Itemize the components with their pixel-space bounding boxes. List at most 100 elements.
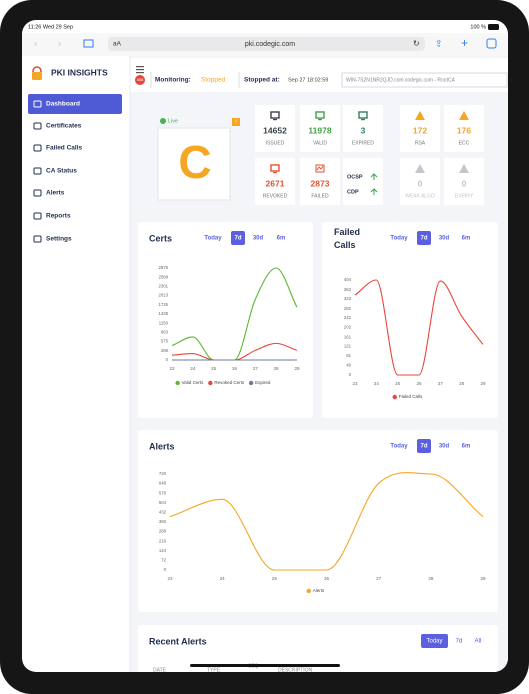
y-tick-label: 0 [166,357,169,362]
badge-count: 458 [137,77,144,82]
chart-card [322,222,498,418]
range-button[interactable]: 6m [462,236,471,242]
stat-value: 0 [462,178,467,188]
url-field[interactable] [108,37,425,51]
chart-title-box: Failed Calls [334,227,360,250]
range-button[interactable]: 6m [462,444,471,450]
battery-icon [488,24,499,30]
stat-icon [318,119,322,121]
range-button[interactable]: Today [426,639,442,645]
y-tick-label: 72 [161,558,166,563]
nav-icon [33,212,42,220]
range-button[interactable]: 7d [420,236,427,242]
button-bg[interactable] [417,231,431,245]
status-battery: 100 % [470,24,486,30]
legend-item[interactable]: Revoked Certs [208,380,245,386]
brand: PKI INSIGHTS [51,67,108,77]
menu-icon [136,69,144,71]
stat-icon [316,165,324,171]
series-line [169,472,484,571]
nav-item[interactable]: Failed Calls [46,145,83,152]
y-tick-label: 648 [159,481,167,486]
range-button[interactable]: 30d [439,444,450,450]
range-button[interactable]: 7d [456,639,463,645]
stat-label: FAILED [311,193,329,199]
y-tick-label: 360 [159,519,167,524]
screen-content: ‹ › ↻ ⇪ + 11:26 Wed 29 Sep 100 % aA pki.… [22,24,508,672]
nav-item[interactable]: Certificates [46,123,82,130]
y-tick-label: 0 [164,567,167,572]
new-tab-button[interactable]: + [461,36,468,50]
legend-swatch [175,380,180,386]
badge[interactable] [135,75,145,85]
monitoring-label: Monitoring: [155,77,191,84]
x-tick-label: 23 [352,381,358,386]
button-bg[interactable] [417,439,431,453]
range-button[interactable]: 30d [253,236,264,242]
reload-button[interactable]: ↻ [413,39,420,48]
y-tick-label: 575 [161,339,169,344]
range-button[interactable]: Today [204,236,222,242]
recent-alerts-title: Recent Alerts [149,636,207,646]
y-tick-label: 282 [344,306,352,311]
alert-flag[interactable] [232,118,240,126]
range-button[interactable]: Today [390,444,408,450]
tabs-button[interactable] [486,38,497,49]
stat-value: 14652 [263,125,287,135]
stat-label: EXPIRED [352,140,374,146]
legend-swatch [248,380,254,386]
y-tick-label: 288 [159,529,167,534]
range-button[interactable]: 30d [439,236,450,242]
series-line [354,279,484,376]
bookmarks-button[interactable] [83,39,94,48]
stat-label: VALID [313,140,327,146]
range-button[interactable]: 7d [234,236,241,242]
x-tick-label: 25 [272,576,278,581]
x-tick-label: 23 [167,576,173,581]
y-tick-label: 161 [344,334,352,339]
nav-item[interactable]: Reports [46,213,71,220]
x-tick-label: 29 [480,576,486,581]
x-tick-label: 26 [232,366,238,371]
range-button[interactable]: Today [390,236,408,242]
x-tick-label: 23 [169,366,175,371]
menu-icon[interactable] [136,66,144,68]
share-button[interactable]: ⇪ [435,38,443,48]
forward-button[interactable]: › [58,39,61,50]
legend-item[interactable]: Failed Calls [392,394,423,400]
stat-tile [300,158,340,205]
nav-item[interactable]: Settings [46,236,72,243]
stat-value: 172 [413,125,427,135]
x-tick-label: 27 [253,366,259,371]
text-size-button[interactable]: aA [113,41,122,48]
nav-item[interactable]: CA Status [46,168,77,175]
range-button[interactable]: All [475,639,482,645]
legend-item[interactable]: Valid Certs [175,380,204,386]
y-tick-label: 404 [344,277,352,282]
legend-item[interactable]: Alerts [306,588,325,594]
stat-value: 2671 [266,178,285,188]
nav-active-bg[interactable] [28,94,122,114]
y-tick-label: 2588 [158,274,168,279]
x-tick-label: 29 [294,366,300,371]
stat-tile [444,105,484,152]
alert-flag-text: ! [235,119,237,125]
chart-title: Alerts [149,441,175,451]
button-bg[interactable] [231,231,245,245]
legend-item[interactable]: Expired [248,380,271,386]
stat-label: REVOKED [263,193,288,199]
range-button[interactable]: 7d [420,444,427,450]
ca-select[interactable] [341,72,508,88]
url[interactable]: pki.codegic.com [245,41,295,48]
legend-swatch [392,394,397,400]
logo [32,66,42,80]
back-button[interactable]: ‹ [34,39,37,50]
nav-item[interactable]: Dashboard [46,101,80,108]
status-time: 11:26 Wed 29 Sep [28,24,73,30]
nav-item[interactable]: Alerts [46,190,65,197]
stat-label: EXPIRY [455,193,474,199]
range-button[interactable]: 6m [277,236,286,242]
stat-icon [459,164,469,173]
stat-icon [270,164,280,172]
button-bg[interactable] [421,634,448,648]
